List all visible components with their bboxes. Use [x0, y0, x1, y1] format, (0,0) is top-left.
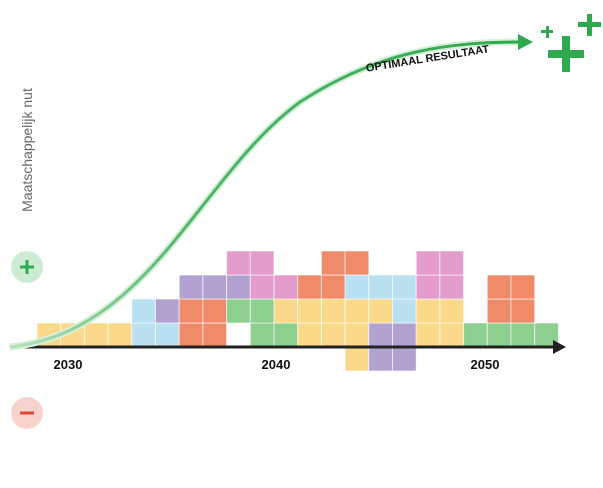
block	[439, 298, 465, 324]
block	[510, 298, 536, 324]
block	[439, 322, 465, 348]
curve-arrow	[518, 34, 533, 50]
block	[297, 274, 322, 300]
block	[368, 322, 393, 348]
block	[368, 274, 393, 300]
block	[131, 298, 157, 324]
block	[415, 250, 441, 276]
year-label: 2050	[471, 357, 500, 372]
block	[392, 322, 417, 348]
year-label: 2030	[54, 357, 83, 372]
block	[178, 322, 204, 348]
block	[249, 322, 275, 348]
block	[178, 298, 204, 324]
block	[249, 250, 275, 276]
block	[320, 298, 346, 324]
block	[463, 322, 488, 348]
block	[392, 298, 417, 324]
block	[249, 274, 275, 300]
block	[202, 274, 228, 300]
plus-sign	[20, 265, 34, 269]
year-label: 2040	[262, 357, 291, 372]
block	[83, 322, 109, 348]
block	[155, 298, 180, 324]
block	[320, 250, 346, 276]
block	[344, 274, 370, 300]
block	[368, 298, 393, 324]
block	[486, 322, 512, 348]
minus-sign	[20, 411, 34, 415]
block	[273, 274, 299, 300]
block	[415, 298, 441, 324]
timeline-arrow	[553, 340, 566, 354]
block	[510, 322, 536, 348]
block	[320, 322, 346, 348]
block	[344, 250, 370, 276]
axis-label: Maatschappelijk nut	[19, 88, 35, 212]
block	[297, 298, 322, 324]
blocks	[36, 250, 559, 372]
curve	[9, 40, 523, 349]
block	[202, 298, 228, 324]
block	[178, 274, 204, 300]
block	[226, 250, 251, 276]
block	[320, 274, 346, 300]
block	[226, 298, 251, 324]
block	[131, 322, 157, 348]
block	[486, 298, 512, 324]
block	[439, 250, 465, 276]
plus-icons	[541, 14, 601, 72]
block	[439, 274, 465, 300]
block	[202, 322, 228, 348]
block	[415, 322, 441, 348]
block	[226, 274, 251, 300]
block	[344, 298, 370, 324]
block	[392, 274, 417, 300]
block	[344, 346, 370, 372]
block	[510, 274, 536, 300]
block	[486, 274, 512, 300]
block	[273, 298, 299, 324]
block	[155, 322, 180, 348]
block	[297, 322, 322, 348]
block	[249, 298, 275, 324]
block	[368, 346, 393, 372]
block	[107, 322, 133, 348]
block	[415, 274, 441, 300]
block	[392, 346, 417, 372]
block	[344, 322, 370, 348]
block	[273, 322, 299, 348]
